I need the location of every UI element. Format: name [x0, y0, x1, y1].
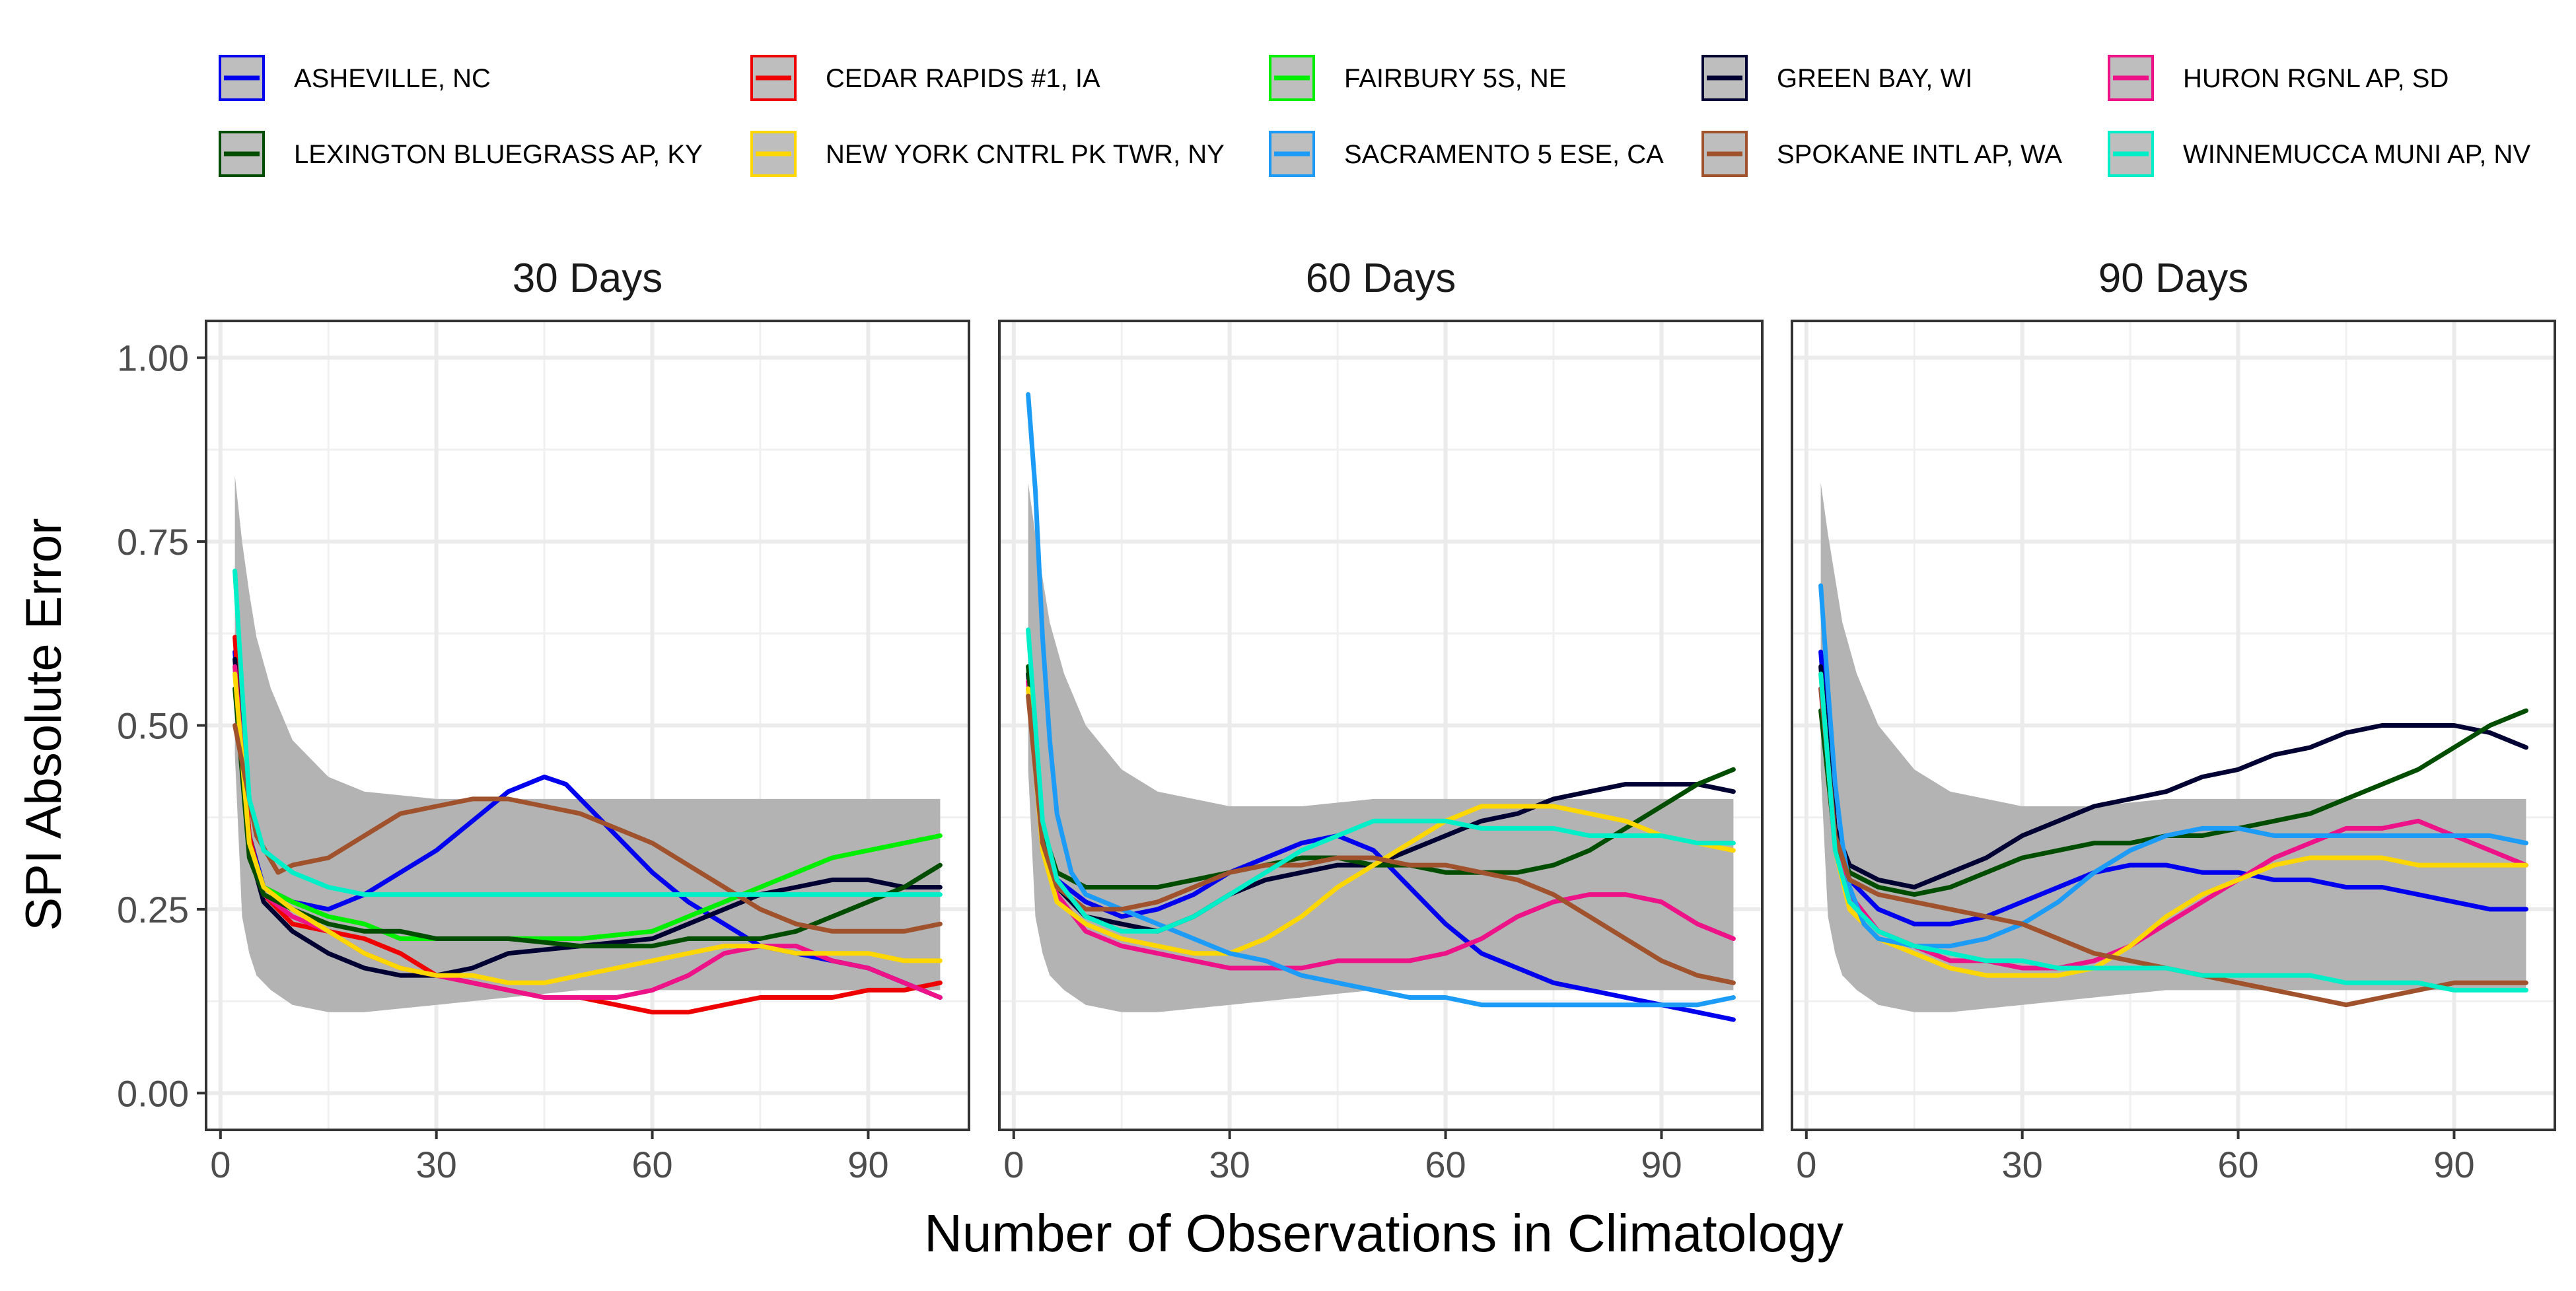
series-line-fairbury-5s-ne-30-days	[233, 664, 943, 941]
x-tick-label: 60	[2217, 1144, 2258, 1185]
legend-label-lexington-bluegrass-ap-ky: LEXINGTON BLUEGRASS AP, KY	[294, 140, 703, 169]
legend-label-asheville-nc: ASHEVILLE, NC	[294, 64, 491, 93]
series-line-asheville-nc-30-days	[233, 649, 943, 1000]
series-line-sacramento-5-ese-ca-90-days	[1818, 583, 2528, 949]
series-line-new-york-cntrl-pk-twr-ny-60-days	[1026, 686, 1736, 956]
legend-item-winnemucca-muni-ap-nv: WINNEMUCCA MUNI AP, NV	[2108, 131, 2530, 177]
series-line-new-york-cntrl-pk-twr-ny-30-days	[233, 672, 943, 985]
panel-border-60-days	[998, 320, 1764, 1131]
confidence-band-30-days	[234, 475, 941, 1012]
panel-60-days: 60 Days 0 30 60 90	[998, 256, 1764, 1185]
x-tick-label: 0	[210, 1144, 231, 1185]
legend-item-fairbury-5s-ne: FAIRBURY 5S, NE	[1269, 55, 1566, 101]
x-tick-label: 0	[1003, 1144, 1024, 1185]
panels: 30 Days 0 30 60 90 0.00 0.25 0.50 0.75 1.00 60 Day…	[117, 256, 2556, 1185]
series-line-sacramento-5-ese-ca-60-days	[1026, 392, 1736, 1008]
legend-item-lexington-bluegrass-ap-ky: LEXINGTON BLUEGRASS AP, KY	[219, 131, 703, 177]
x-tick-label: 0	[1796, 1144, 1816, 1185]
panel-title-30-days: 30 Days	[513, 256, 662, 301]
x-tick-label: 30	[2002, 1144, 2043, 1185]
legend-label-huron-rgnl-ap-sd: HURON RGNL AP, SD	[2183, 64, 2449, 93]
legend: ASHEVILLE, NC CEDAR RAPIDS #1, IA FAIRBURY…	[219, 55, 2530, 177]
legend-label-fairbury-5s-ne: FAIRBURY 5S, NE	[1344, 64, 1566, 93]
panel-30-days: 30 Days 0 30 60 90 0.00 0.25 0.50 0.75 1.00	[117, 256, 970, 1185]
legend-item-huron-rgnl-ap-sd: HURON RGNL AP, SD	[2108, 55, 2449, 101]
y-tick-label: 0.50	[117, 705, 189, 747]
series-line-winnemucca-muni-ap-nv-30-days	[233, 569, 943, 897]
y-tick-label: 1.00	[117, 337, 189, 379]
legend-label-spokane-intl-ap-wa: SPOKANE INTL AP, WA	[1777, 140, 2062, 169]
x-tick-label: 90	[1641, 1144, 1682, 1185]
series-line-green-bay-wi-60-days	[1026, 672, 1736, 934]
panel-title-60-days: 60 Days	[1306, 256, 1456, 301]
series-lines-90-days	[1818, 583, 2528, 1008]
legend-label-cedar-rapids-1-ia: CEDAR RAPIDS #1, IA	[826, 64, 1100, 93]
series-line-green-bay-wi-90-days	[1818, 664, 2528, 890]
legend-label-green-bay-wi: GREEN BAY, WI	[1777, 64, 1972, 93]
legend-label-new-york-cntrl-pk-twr-ny: NEW YORK CNTRL PK TWR, NY	[826, 140, 1225, 169]
legend-item-spokane-intl-ap-wa: SPOKANE INTL AP, WA	[1701, 131, 2062, 177]
panel-border-90-days	[1791, 320, 2556, 1131]
x-tick-label: 30	[1209, 1144, 1250, 1185]
series-lines-60-days	[1026, 392, 1736, 1022]
x-axis-label: Number of Observations in Climatology	[924, 1204, 1843, 1263]
x-tick-label: 60	[1425, 1144, 1466, 1185]
series-line-spokane-intl-ap-wa-60-days	[1026, 693, 1736, 985]
series-line-green-bay-wi-30-days	[233, 656, 943, 978]
series-line-asheville-nc-90-days	[1818, 649, 2528, 926]
x-tick-label: 90	[2433, 1144, 2474, 1185]
series-line-winnemucca-muni-ap-nv-60-days	[1026, 627, 1736, 934]
legend-item-asheville-nc: ASHEVILLE, NC	[219, 55, 491, 101]
legend-item-green-bay-wi: GREEN BAY, WI	[1701, 55, 1972, 101]
legend-item-cedar-rapids-1-ia: CEDAR RAPIDS #1, IA	[750, 55, 1100, 101]
legend-item-sacramento-5-ese-ca: SACRAMENTO 5 ESE, CA	[1269, 131, 1664, 177]
y-tick-label: 0.25	[117, 889, 189, 930]
x-tick-label: 90	[847, 1144, 888, 1185]
x-tick-label: 60	[631, 1144, 672, 1185]
series-line-lexington-bluegrass-ap-ky-90-days	[1818, 708, 2528, 897]
series-line-new-york-cntrl-pk-twr-ny-90-days	[1818, 672, 2528, 978]
legend-item-new-york-cntrl-pk-twr-ny: NEW YORK CNTRL PK TWR, NY	[750, 131, 1225, 177]
series-line-spokane-intl-ap-wa-90-days	[1818, 686, 2528, 1008]
y-axis-label: SPI Absolute Error	[16, 518, 72, 930]
series-line-winnemucca-muni-ap-nv-90-days	[1818, 672, 2528, 993]
series-lines-30-days	[233, 569, 943, 1015]
legend-label-sacramento-5-ese-ca: SACRAMENTO 5 ESE, CA	[1344, 140, 1664, 169]
y-tick-label: 0.00	[117, 1072, 189, 1114]
series-line-huron-rgnl-ap-sd-60-days	[1026, 679, 1736, 971]
series-line-lexington-bluegrass-ap-ky-60-days	[1026, 664, 1736, 890]
panel-title-90-days: 90 Days	[2098, 256, 2248, 301]
panel-90-days: 90 Days 0 30 60 90	[1791, 256, 2556, 1185]
confidence-band-90-days	[1820, 483, 2526, 1012]
legend-label-winnemucca-muni-ap-nv: WINNEMUCCA MUNI AP, NV	[2183, 140, 2530, 169]
y-tick-label: 0.75	[117, 521, 189, 563]
x-tick-label: 30	[416, 1144, 457, 1185]
